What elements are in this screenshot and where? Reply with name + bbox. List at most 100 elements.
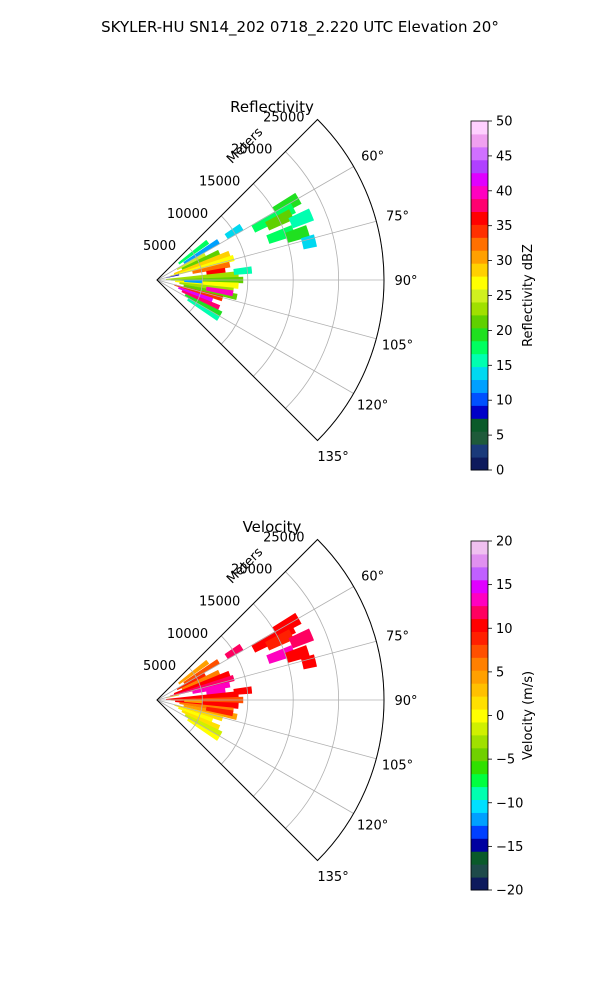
- colorbar-segment: [471, 644, 488, 658]
- azimuth-gridline: [156, 699, 377, 760]
- azimuth-tick-label: 135°: [317, 870, 348, 885]
- colorbar-segment: [471, 618, 488, 632]
- data-cell: [183, 284, 238, 301]
- radial-tick-label: 15000: [199, 175, 240, 190]
- data-cell: [173, 670, 231, 695]
- data-cell: [205, 286, 234, 297]
- colorbar-tick-label: 5: [496, 665, 504, 680]
- colorbar-segment: [471, 444, 488, 458]
- data-cell: [251, 622, 296, 653]
- sector-frame: [156, 538, 385, 862]
- azimuth-gridline: [156, 640, 377, 701]
- colorbar-segment: [471, 838, 488, 852]
- data-cell: [181, 710, 221, 731]
- azimuth-tick-label: 60°: [361, 150, 384, 165]
- colorbar-segment: [471, 851, 488, 865]
- colorbar-segment: [471, 159, 488, 174]
- data-cell: [181, 249, 221, 270]
- colorbar-tick-label: 15: [496, 578, 513, 593]
- data-cell: [184, 279, 203, 284]
- data-cell: [288, 208, 315, 229]
- data-cell: [176, 672, 207, 691]
- azimuth-gridline: [156, 279, 377, 340]
- colorbar-segment: [471, 379, 488, 393]
- azimuth-tick-label: 90°: [394, 694, 417, 709]
- colorbar-segment: [471, 786, 488, 801]
- colorbar-tick-label: 40: [496, 184, 513, 199]
- colorbar-segment: [471, 812, 488, 826]
- radial-tick-label: 15000: [199, 595, 240, 610]
- colorbar-segment: [471, 709, 488, 723]
- data-cell: [173, 250, 231, 275]
- colorbar-tick-label: −15: [496, 840, 523, 855]
- colorbar-label: Reflectivity dBZ: [521, 244, 536, 347]
- colorbar-segment: [471, 172, 488, 187]
- azimuth-tick-label: 120°: [357, 399, 388, 414]
- colorbar-segment: [471, 605, 488, 620]
- data-cell: [178, 659, 210, 685]
- colorbar-segment: [471, 773, 488, 788]
- colorbar-segment: [471, 353, 488, 368]
- colorbar-segment: [471, 721, 488, 736]
- data-cell: [178, 706, 214, 723]
- colorbar-segment: [471, 657, 488, 671]
- data-cell: [181, 669, 221, 690]
- radial-tick-label: 20000: [231, 143, 272, 158]
- colorbar-tick-label: 0: [496, 464, 504, 479]
- figure-title: SKYLER-HU SN14_202 0718_2.220 UTC Elevat…: [101, 18, 499, 37]
- colorbar-segment: [471, 431, 488, 445]
- radial-tick-label: 25000: [263, 110, 304, 125]
- colorbar-segment: [471, 825, 488, 839]
- colorbar-segment: [471, 314, 488, 329]
- data-cell: [233, 266, 253, 275]
- colorbar-segment: [471, 392, 488, 406]
- colorbar-segment: [471, 683, 488, 697]
- data-cell: [184, 713, 223, 737]
- colorbar-segment: [471, 289, 488, 303]
- colorbar-segment: [471, 864, 488, 878]
- colorbar-tick-label: 10: [496, 394, 513, 409]
- colorbar-segment: [471, 263, 488, 277]
- colorbar-tick-label: −10: [496, 796, 523, 811]
- colorbar-segment: [471, 592, 488, 607]
- colorbar-tick-label: 20: [496, 535, 513, 550]
- azimuth-gridline: [156, 279, 354, 394]
- data-cell: [169, 255, 235, 277]
- azimuth-tick-label: 75°: [386, 210, 409, 225]
- data-cell: [174, 704, 224, 722]
- colorbar-segment: [471, 250, 488, 264]
- colorbar-segment: [471, 301, 488, 316]
- chart-title: Reflectivity: [230, 98, 314, 116]
- colorbar-tick-label: −5: [496, 753, 515, 768]
- colorbar-segment: [471, 327, 488, 342]
- colorbar-tick-label: 0: [496, 709, 504, 724]
- colorbar-tick-label: 10: [496, 622, 513, 637]
- data-cell: [187, 718, 221, 741]
- azimuth-gridline: [156, 220, 377, 281]
- chart-title: Velocity: [243, 518, 302, 536]
- data-cell: [183, 704, 238, 721]
- radial-tick-label: 25000: [263, 530, 304, 545]
- reflectivity-panel: Reflectivity500010000150002000025000Mete…: [143, 98, 536, 479]
- radial-tick-label: 5000: [143, 239, 176, 254]
- polar-grid: [156, 539, 385, 861]
- data-cell: [184, 699, 203, 704]
- radial-tick-label: 20000: [231, 563, 272, 578]
- data-cell: [176, 252, 207, 271]
- colorbar-tick-label: −20: [496, 884, 523, 899]
- azimuth-tick-label: 105°: [382, 758, 413, 773]
- colorbar-tick-label: 50: [496, 115, 513, 130]
- colorbar-segment: [471, 877, 488, 891]
- colorbar-segment: [471, 121, 488, 135]
- colorbar-segment: [471, 457, 488, 471]
- colorbar-segment: [471, 276, 488, 290]
- data-cell: [174, 284, 224, 302]
- data-cell: [266, 645, 296, 664]
- colorbar-tick-label: 45: [496, 149, 513, 164]
- data-cell: [187, 298, 221, 321]
- colorbar-segment: [471, 185, 488, 200]
- azimuth-tick-label: 90°: [394, 274, 417, 289]
- data-cell: [169, 675, 235, 697]
- colorbar-segment: [471, 670, 488, 684]
- colorbar-segment: [471, 631, 488, 645]
